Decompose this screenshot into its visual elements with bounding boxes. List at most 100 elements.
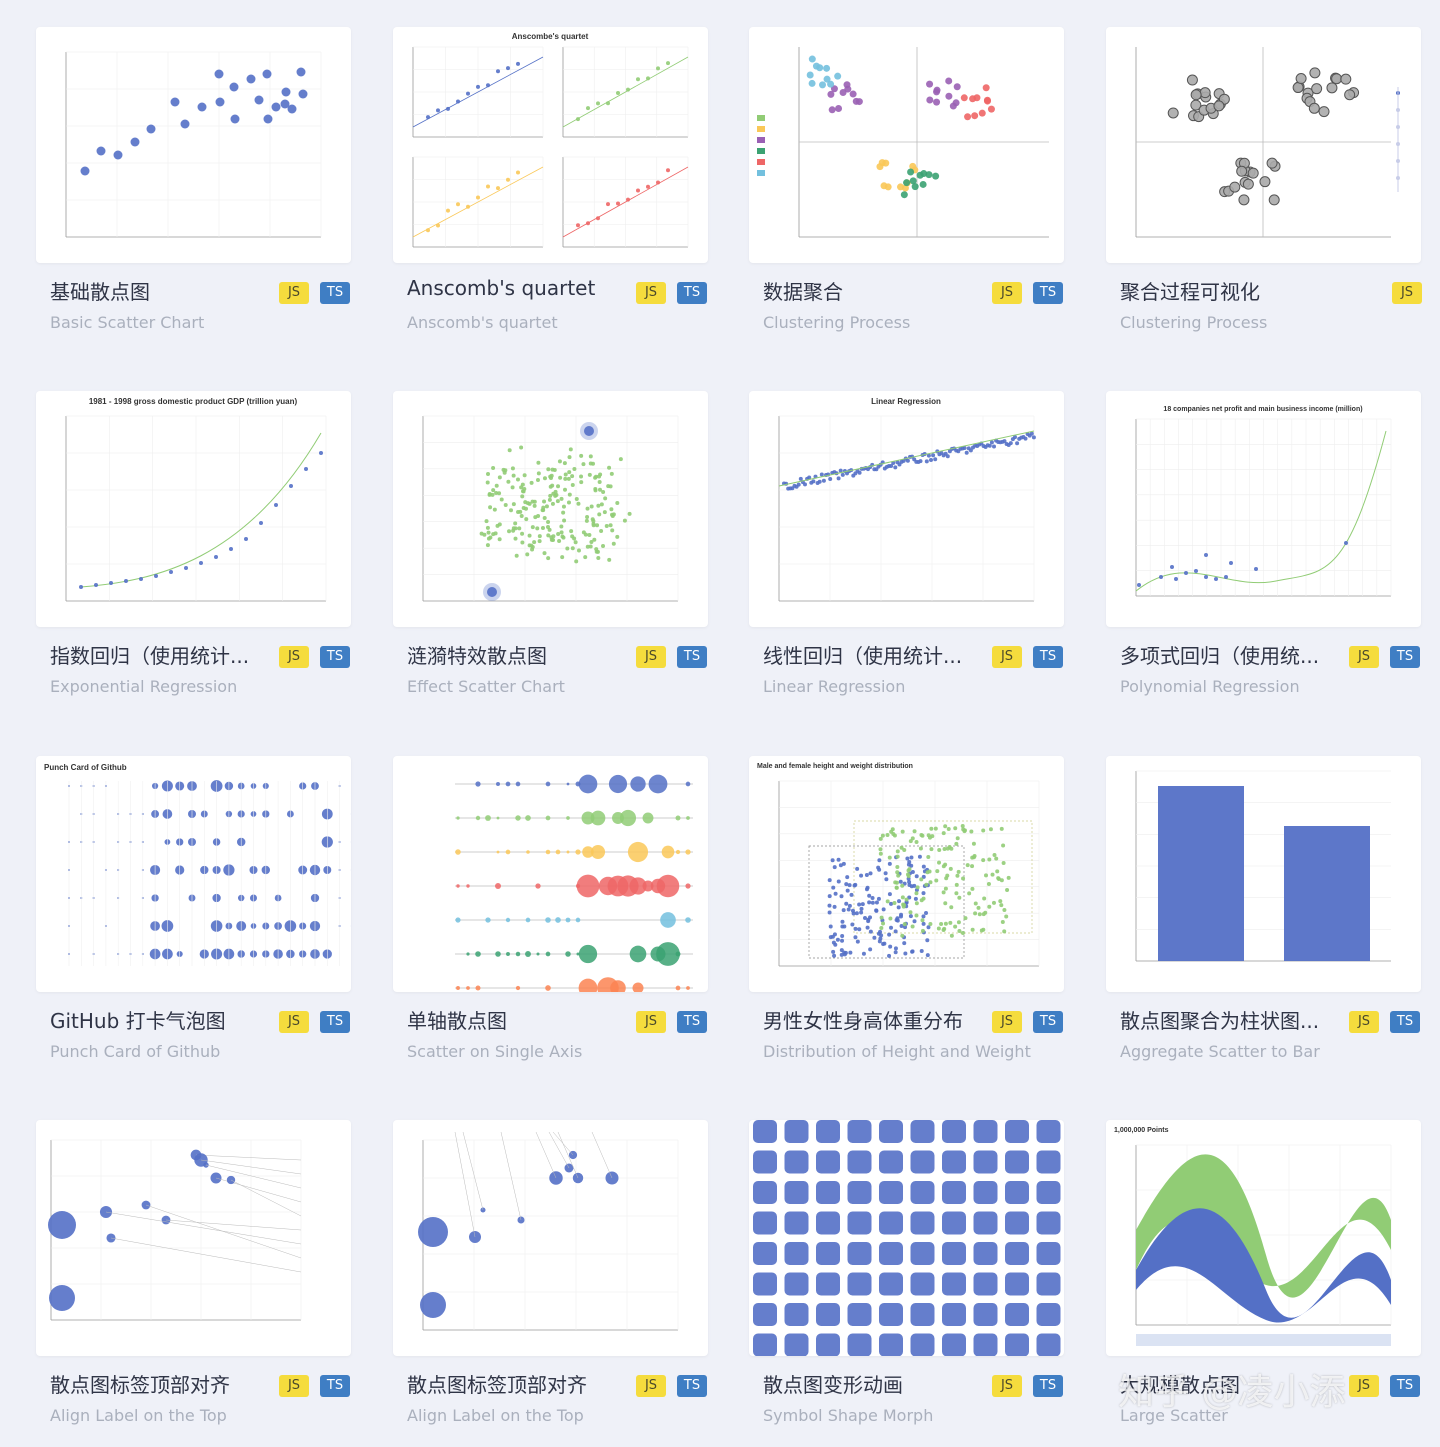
chart-point	[675, 951, 681, 957]
example-thumbnail[interactable]: Anscombe's quartet	[393, 27, 708, 263]
chart-point	[924, 882, 929, 887]
example-thumbnail[interactable]	[393, 391, 708, 627]
chart-point	[957, 895, 962, 900]
example-title[interactable]: 散点图标签顶部对齐	[407, 1373, 587, 1397]
chart-point	[989, 440, 994, 445]
js-badge[interactable]: JS	[1349, 1011, 1379, 1033]
chart-point	[909, 162, 917, 170]
js-badge[interactable]: JS	[279, 1011, 309, 1033]
range-box	[808, 845, 965, 959]
chart-point	[927, 835, 932, 840]
morph-symbol	[816, 1181, 840, 1204]
chart-point	[900, 883, 905, 888]
chart-point	[566, 476, 571, 481]
ts-badge[interactable]: TS	[1390, 1011, 1420, 1033]
ts-badge[interactable]: TS	[320, 1375, 350, 1397]
ts-badge[interactable]: TS	[1033, 1375, 1063, 1397]
chart-point	[956, 920, 961, 925]
chart-point	[933, 457, 938, 462]
ts-badge[interactable]: TS	[677, 646, 707, 668]
example-thumbnail[interactable]	[36, 1120, 351, 1356]
ts-badge[interactable]: TS	[1390, 646, 1420, 668]
example-subtitle: Clustering Process	[763, 313, 911, 332]
ts-badge[interactable]: TS	[320, 282, 350, 304]
ts-badge[interactable]: TS	[677, 1375, 707, 1397]
chart-point	[555, 499, 560, 504]
chart-point	[981, 912, 986, 917]
chart-point	[884, 877, 889, 882]
js-badge[interactable]: JS	[992, 1011, 1022, 1033]
js-badge[interactable]: JS	[992, 646, 1022, 668]
ts-badge[interactable]: TS	[677, 1011, 707, 1033]
example-thumbnail[interactable]	[1106, 27, 1421, 263]
example-title[interactable]: 散点图聚合为柱状图...	[1120, 1009, 1320, 1033]
chart-point	[878, 836, 883, 841]
js-badge[interactable]: JS	[279, 282, 309, 304]
chart-point	[831, 949, 836, 954]
ts-badge[interactable]: TS	[1033, 646, 1063, 668]
chart-point	[1229, 181, 1241, 193]
ts-badge[interactable]: TS	[320, 646, 350, 668]
chart-point	[878, 159, 886, 167]
chart-point	[1013, 435, 1017, 440]
example-title[interactable]: 涟漪特效散点图	[407, 644, 547, 668]
example-thumbnail[interactable]	[36, 27, 351, 263]
example-thumbnail[interactable]	[749, 27, 1064, 263]
example-thumbnail[interactable]	[1106, 756, 1421, 992]
example-title[interactable]: 多项式回归（使用统...	[1120, 644, 1320, 668]
chart-point	[254, 95, 264, 105]
example-title[interactable]: 基础散点图	[50, 280, 150, 304]
chart-point	[566, 850, 570, 854]
example-title[interactable]: 指数回归（使用统计...	[50, 644, 250, 668]
chart-point	[865, 925, 870, 930]
ts-badge[interactable]: TS	[1033, 282, 1063, 304]
example-thumbnail[interactable]: Punch Card of Github	[36, 756, 351, 992]
example-thumbnail[interactable]: Male and female height and weight distri…	[749, 756, 1064, 992]
chart-point	[855, 939, 860, 944]
js-badge[interactable]: JS	[279, 646, 309, 668]
js-badge[interactable]: JS	[1392, 282, 1422, 304]
example-title[interactable]: 男性女性身高体重分布	[763, 1009, 963, 1033]
example-thumbnail[interactable]	[393, 756, 708, 992]
morph-symbol	[879, 1272, 903, 1296]
example-thumbnail[interactable]: 1,000,000 Points	[1106, 1120, 1421, 1356]
ts-badge[interactable]: TS	[1033, 1011, 1063, 1033]
chart-point	[887, 855, 892, 860]
chart-point	[520, 540, 525, 545]
example-thumbnail[interactable]: 18 companies net profit and main busines…	[1106, 391, 1421, 627]
example-thumbnail[interactable]	[393, 1120, 708, 1356]
example-title[interactable]: 聚合过程可视化	[1120, 280, 1260, 304]
example-thumbnail[interactable]: 1981 - 1998 gross domestic product GDP (…	[36, 391, 351, 627]
chart-point	[982, 896, 987, 901]
js-badge[interactable]: JS	[636, 646, 666, 668]
example-title[interactable]: 散点图变形动画	[763, 1373, 903, 1397]
js-badge[interactable]: JS	[636, 282, 666, 304]
example-title[interactable]: GitHub 打卡气泡图	[50, 1009, 226, 1033]
chart-point	[910, 870, 915, 875]
js-badge[interactable]: JS	[992, 1375, 1022, 1397]
js-badge[interactable]: JS	[636, 1011, 666, 1033]
example-title[interactable]: 数据聚合	[763, 280, 843, 304]
chart-point	[888, 944, 893, 949]
js-badge[interactable]: JS	[1349, 1375, 1379, 1397]
example-title[interactable]: 单轴散点图	[407, 1009, 507, 1033]
example-thumbnail[interactable]	[749, 1120, 1064, 1356]
chart-point	[935, 869, 940, 874]
js-badge[interactable]: JS	[992, 282, 1022, 304]
js-badge[interactable]: JS	[636, 1375, 666, 1397]
js-badge[interactable]: JS	[1349, 646, 1379, 668]
example-thumbnail[interactable]: Linear Regression	[749, 391, 1064, 627]
chart-point	[536, 471, 541, 476]
chart-preview: 1981 - 1998 gross domestic product GDP (…	[65, 397, 327, 602]
example-title[interactable]: 大规模散点图	[1120, 1373, 1240, 1397]
chart-point	[466, 986, 470, 990]
ts-badge[interactable]: TS	[1390, 1375, 1420, 1397]
ts-badge[interactable]: TS	[677, 282, 707, 304]
example-title[interactable]: Anscomb's quartet	[407, 276, 596, 300]
chart-point	[629, 877, 647, 895]
example-title[interactable]: 线性回归（使用统计...	[763, 644, 963, 668]
example-title[interactable]: 散点图标签顶部对齐	[50, 1373, 230, 1397]
ts-badge[interactable]: TS	[320, 1011, 350, 1033]
chart-point	[589, 540, 594, 545]
js-badge[interactable]: JS	[279, 1375, 309, 1397]
